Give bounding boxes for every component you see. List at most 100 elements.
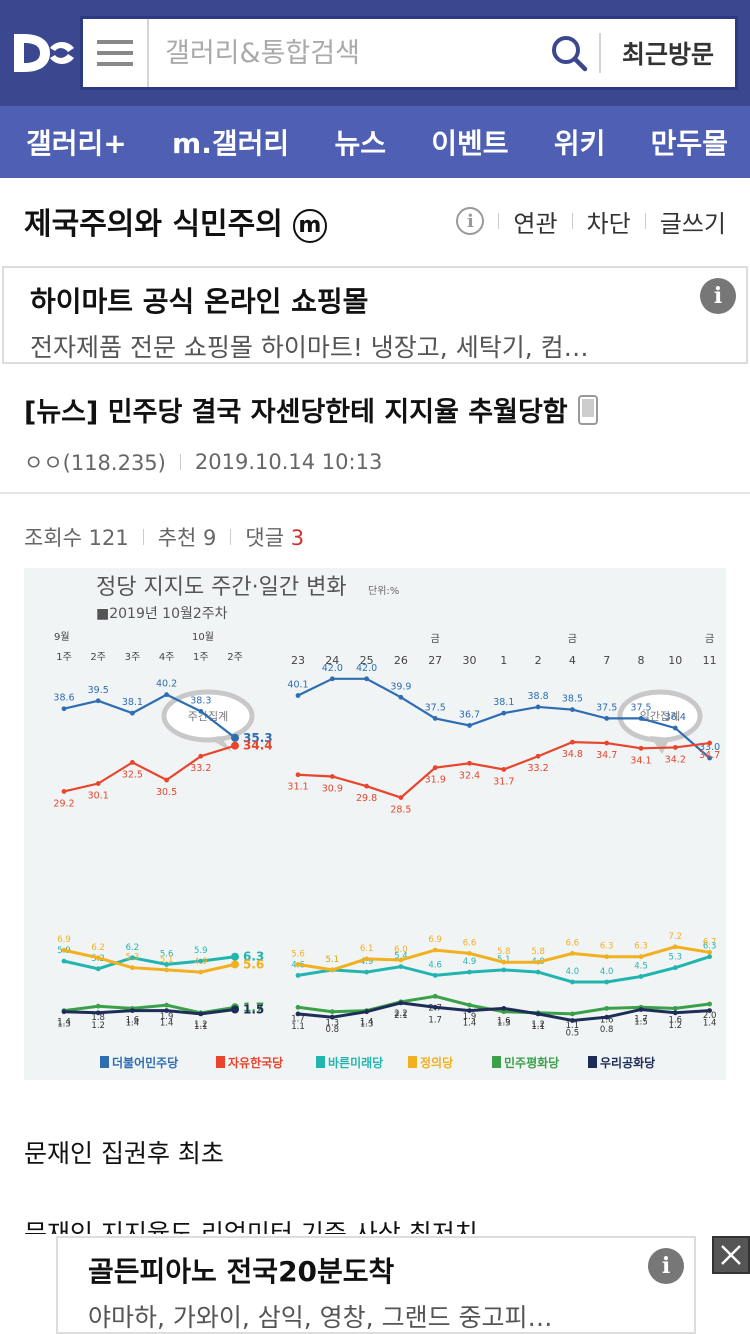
data-point bbox=[329, 967, 335, 973]
data-label: 0.8 bbox=[326, 1025, 340, 1035]
data-label: 6.2 bbox=[91, 943, 105, 953]
nav-item-mandu-mall[interactable]: 만두몰 bbox=[650, 127, 728, 160]
gallery-header: 제국주의와 식민주의 m i 연관 차단 글쓰기 bbox=[0, 178, 750, 264]
search-button[interactable] bbox=[539, 19, 599, 87]
data-label: 38.5 bbox=[562, 694, 583, 705]
data-label: 37.5 bbox=[425, 702, 446, 713]
main-nav: 갤러리+ m.갤러리 뉴스 이벤트 위키 만두몰 bbox=[0, 106, 750, 178]
post-meta: ㅇㅇ(118.235) 2019.10.14 10:13 bbox=[24, 447, 726, 477]
block-button[interactable]: 차단 bbox=[586, 209, 631, 238]
data-point bbox=[604, 1014, 610, 1020]
legend-label: 민주평화당 bbox=[504, 1055, 559, 1070]
related-button[interactable]: 연관 bbox=[513, 209, 558, 238]
legend-swatch bbox=[492, 1056, 501, 1068]
data-point bbox=[231, 733, 239, 742]
data-point bbox=[432, 993, 438, 999]
data-point bbox=[130, 955, 135, 961]
data-label: 4.9 bbox=[194, 957, 208, 967]
data-point bbox=[570, 951, 575, 956]
series-2: 5.95.26.25.65.96.34.65.14.95.44.64.95.14… bbox=[57, 942, 716, 985]
data-label: 33.2 bbox=[528, 763, 549, 774]
data-point bbox=[638, 745, 644, 751]
nav-item-gallery-plus[interactable]: 갤러리+ bbox=[26, 127, 127, 160]
x-tick-label: 4 bbox=[569, 654, 576, 667]
data-label: 38.1 bbox=[122, 697, 143, 708]
friday-mark: 금 bbox=[568, 633, 577, 645]
data-label: 37.5 bbox=[630, 702, 651, 713]
data-point bbox=[535, 704, 541, 710]
ad-close-button[interactable] bbox=[712, 1236, 750, 1274]
data-point bbox=[570, 979, 575, 985]
recent-visits-button[interactable]: 최근방문 bbox=[621, 40, 714, 69]
data-point bbox=[432, 765, 438, 771]
data-point bbox=[707, 1008, 712, 1013]
ad-info-icon[interactable]: i bbox=[648, 1248, 684, 1284]
data-point bbox=[364, 969, 369, 975]
gallery-title[interactable]: 제국주의와 식민주의 m bbox=[24, 199, 327, 243]
data-label: 39.9 bbox=[390, 681, 411, 692]
data-label: 1.9 bbox=[160, 1012, 174, 1022]
data-label: 1.6 bbox=[600, 1015, 614, 1025]
data-point bbox=[398, 1000, 404, 1006]
data-label: 30.9 bbox=[322, 783, 343, 794]
data-label: 28.5 bbox=[390, 805, 411, 816]
data-point bbox=[164, 1008, 170, 1013]
data-label: 31.1 bbox=[287, 782, 308, 793]
data-point bbox=[164, 967, 170, 973]
data-label: 38.3 bbox=[190, 695, 211, 706]
data-point bbox=[535, 1011, 541, 1017]
write-button[interactable]: 글쓰기 bbox=[659, 209, 726, 238]
data-label: 32.4 bbox=[459, 770, 480, 781]
data-point bbox=[707, 954, 712, 960]
post-date: 2019.10.14 10:13 bbox=[194, 450, 383, 474]
chart-subtitle: ■2019년 10월2주차 bbox=[96, 606, 228, 622]
data-point bbox=[501, 1006, 507, 1011]
poll-chart-image: 정당 지지도 주간·일간 변화 단위:% ■2019년 10월2주차 9월 10… bbox=[24, 568, 726, 1080]
ad-banner-top[interactable]: 하이마트 공식 온라인 쇼핑몰 전자제품 전문 쇼핑몰 하이마트! 냉장고, 세… bbox=[2, 266, 748, 364]
data-label: 1.8 bbox=[91, 1013, 105, 1023]
data-point bbox=[398, 694, 404, 700]
data-label: 29.2 bbox=[53, 798, 74, 809]
dc-logo-icon[interactable] bbox=[10, 26, 76, 80]
data-point bbox=[570, 1011, 575, 1017]
x-tick-label: 8 bbox=[638, 654, 645, 667]
info-icon[interactable]: i bbox=[456, 207, 485, 235]
series-line-weekly bbox=[63, 693, 236, 739]
data-label: 6.9 bbox=[428, 935, 442, 945]
x-tick-label: 2주 bbox=[227, 652, 243, 663]
ad-bottom-content[interactable]: 골든피아노 전국20분도착 야마하, 가와이, 삼익, 영창, 그랜드 중고피…… bbox=[56, 1236, 696, 1334]
nav-item-news[interactable]: 뉴스 bbox=[334, 127, 386, 160]
data-point bbox=[467, 1002, 472, 1008]
nav-item-m-gallery[interactable]: m.갤러리 bbox=[172, 127, 290, 160]
legend-label: 바른미래당 bbox=[328, 1055, 383, 1070]
nav-item-event[interactable]: 이벤트 bbox=[431, 127, 509, 160]
data-point bbox=[535, 969, 541, 975]
ad-info-icon[interactable]: i bbox=[700, 278, 736, 314]
chart-legend: 더불어민주당 자유한국당 바른미래당 정의당 민주평화당 우리공화당 bbox=[100, 1055, 655, 1070]
data-point bbox=[398, 957, 404, 963]
data-label: 40.2 bbox=[156, 679, 177, 690]
post-author[interactable]: ㅇㅇ(118.235) bbox=[24, 451, 166, 475]
data-label: 1.4 bbox=[126, 1019, 140, 1029]
comment-count[interactable]: 댓글 3 bbox=[245, 522, 304, 552]
data-label: 5.6 bbox=[291, 949, 305, 959]
data-label: 4.9 bbox=[360, 957, 374, 967]
data-label: 5.4 bbox=[394, 952, 408, 962]
data-point bbox=[164, 962, 170, 967]
nav-item-wiki[interactable]: 위키 bbox=[553, 127, 606, 160]
data-label: 1.2 bbox=[531, 1020, 545, 1030]
menu-button[interactable] bbox=[83, 19, 149, 87]
data-point bbox=[364, 1009, 369, 1015]
data-point bbox=[672, 745, 678, 750]
search-input[interactable] bbox=[149, 19, 539, 87]
data-point bbox=[164, 777, 170, 783]
data-label: 6.2 bbox=[126, 943, 140, 953]
weekly-x-axis: 1주 2주 3주 4주 1주 2주 bbox=[56, 652, 243, 663]
data-point bbox=[130, 965, 135, 971]
daily-bubble-label: 일간집계 bbox=[640, 709, 680, 723]
data-point bbox=[707, 949, 712, 955]
data-label: 6.3 bbox=[634, 942, 648, 952]
data-label: 30.1 bbox=[88, 791, 109, 802]
x-tick-label: 23 bbox=[291, 654, 305, 667]
data-label: 31.7 bbox=[493, 776, 514, 787]
